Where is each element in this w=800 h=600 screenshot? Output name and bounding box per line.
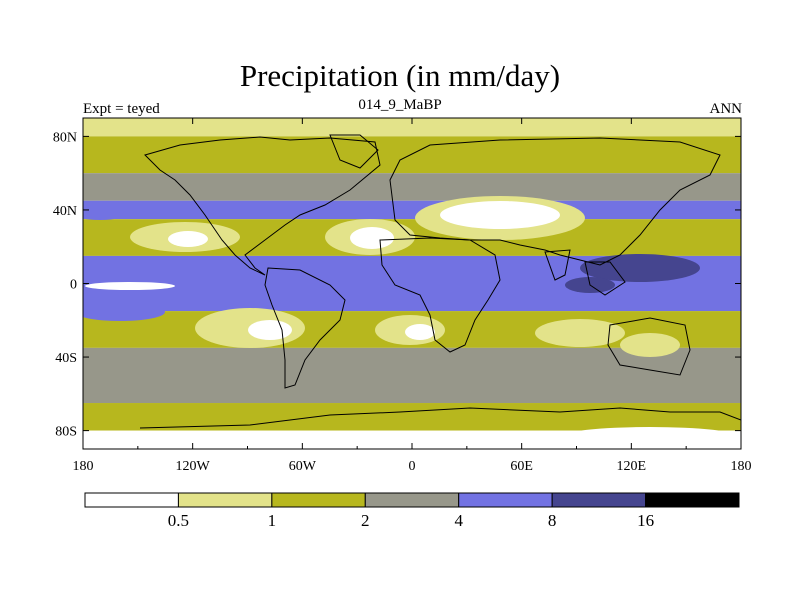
colorbar-swatch — [458, 492, 553, 508]
colorbar-swatch — [177, 492, 273, 508]
chart-title: Precipitation (in mm/day) — [239, 58, 561, 93]
colorbar-label: 2 — [361, 511, 370, 530]
coast-africa — [379, 237, 501, 353]
period-label: 014_9_MaBP — [358, 97, 442, 113]
dry-zone-south-indian — [535, 319, 625, 347]
colorbar-swatch — [84, 492, 179, 508]
coast-india — [544, 249, 571, 281]
y-tick-label: 40S — [55, 351, 77, 366]
y-tick-label: 0 — [70, 278, 77, 293]
zonal-band-0 — [83, 118, 741, 137]
colorbar: 0.5 1 2 4 8 16 — [84, 492, 740, 530]
colorbar-label: 8 — [548, 511, 557, 530]
coast-greenland — [329, 134, 379, 169]
x-tick-label: 120E — [617, 459, 647, 474]
zonal-band-7 — [83, 347, 741, 404]
colorbar-swatch — [271, 492, 366, 508]
x-axis: 180 120W 60W 0 60E 120E 180 — [73, 118, 752, 474]
coast-southeast-asia — [584, 261, 626, 296]
colorbar-label: 16 — [637, 511, 654, 530]
zonal-band-1 — [83, 136, 741, 174]
coast-antarctica — [139, 407, 741, 429]
dry-zone-south-atlantic-core — [405, 324, 435, 340]
colorbar-label: 1 — [268, 511, 277, 530]
coast-australia — [607, 317, 691, 376]
colorbar-swatch — [645, 492, 740, 508]
dry-zone-sahara-asia-core — [440, 201, 560, 229]
y-tick-label: 80N — [53, 130, 77, 145]
wet-zone-north-pacific-storm — [83, 204, 130, 220]
colorbar-swatch — [364, 492, 460, 508]
y-axis: 80N 40N 0 40S 80S — [53, 130, 741, 440]
x-tick-label: 60E — [510, 459, 533, 474]
coast-north-america — [144, 136, 381, 276]
x-tick-label: 180 — [73, 459, 94, 474]
dry-zone-australia — [620, 333, 680, 357]
y-tick-label: 80S — [55, 425, 77, 440]
x-tick-label: 0 — [409, 459, 416, 474]
experiment-label: Expt = teyed — [83, 101, 160, 117]
dry-zone-antarctic — [560, 427, 740, 447]
zonal-band-8 — [83, 403, 741, 431]
x-tick-label: 120W — [176, 459, 211, 474]
dry-zone-north-pacific-core — [168, 231, 208, 247]
colorbar-label: 4 — [454, 511, 463, 530]
zonal-band-3 — [83, 200, 741, 220]
coast-south-america — [264, 267, 346, 389]
wet-zone-pacific-itcz — [85, 282, 175, 290]
colorbar-label: 0.5 — [168, 511, 189, 530]
colorbar-swatch — [551, 492, 647, 508]
zonal-band-2 — [83, 173, 741, 201]
coastlines — [139, 134, 741, 429]
wet-zone-west-pacific — [580, 254, 700, 282]
wet-zone-south-ocean — [83, 303, 165, 321]
map-field — [83, 118, 741, 449]
y-tick-label: 40N — [53, 204, 77, 219]
dry-zone-north-atlantic-core — [350, 227, 394, 249]
season-label: ANN — [709, 101, 743, 117]
x-tick-label: 60W — [289, 459, 317, 474]
dry-zone-south-pacific-core — [248, 320, 292, 340]
x-tick-label: 180 — [731, 459, 752, 474]
